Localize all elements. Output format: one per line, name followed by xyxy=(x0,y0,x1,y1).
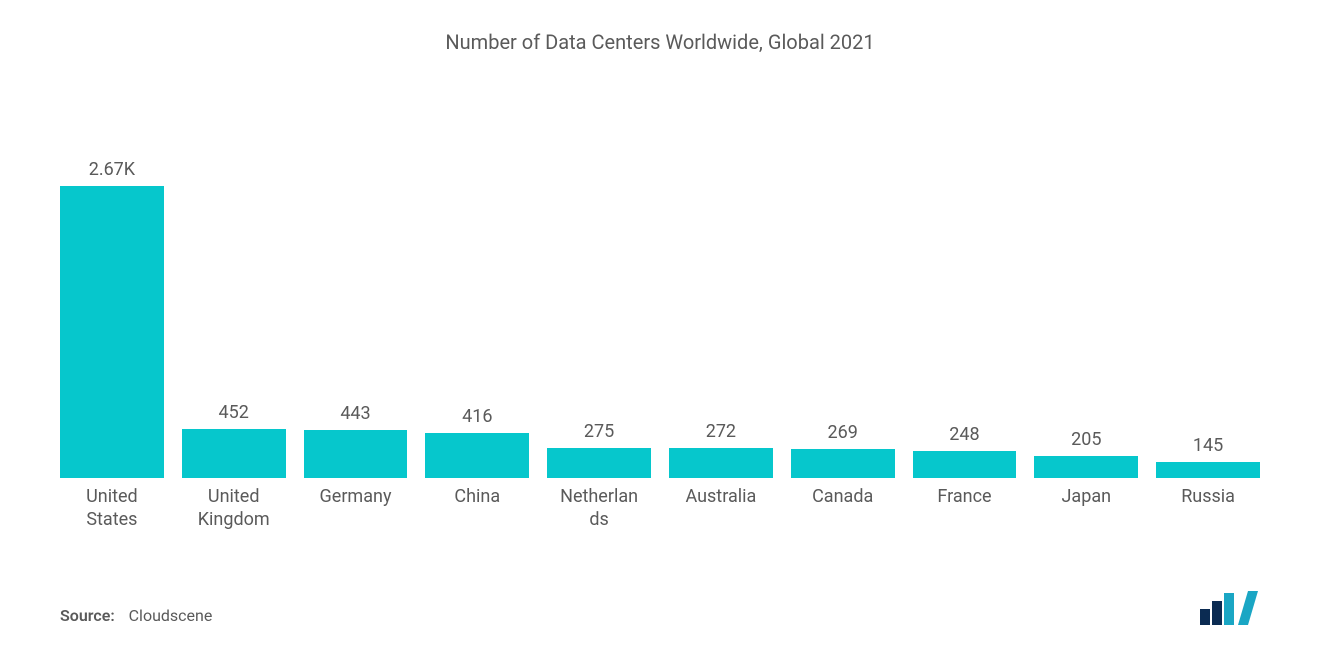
bar xyxy=(425,433,529,478)
bar xyxy=(547,448,651,478)
source-name: Cloudscene xyxy=(129,606,213,625)
bar-category-label: Netherlan ds xyxy=(547,486,651,531)
plot-area: 2.67K 452 443 416 275 272 269 248 205 145 xyxy=(60,104,1260,478)
bar-group: 145 xyxy=(1156,104,1260,478)
bar-group: 443 xyxy=(304,104,408,478)
bar xyxy=(791,449,895,478)
bar xyxy=(913,451,1017,478)
bar-group: 2.67K xyxy=(60,104,164,478)
bar-category-label: Australia xyxy=(669,486,773,531)
bar-group: 269 xyxy=(791,104,895,478)
bar-category-label: United Kingdom xyxy=(182,486,286,531)
bar-value-label: 145 xyxy=(1193,435,1223,456)
bar-value-label: 269 xyxy=(828,422,858,443)
bar-group: 275 xyxy=(547,104,651,478)
bar-category-label: Russia xyxy=(1156,486,1260,531)
bar-value-label: 443 xyxy=(340,403,370,424)
bar xyxy=(60,186,164,478)
chart-title: Number of Data Centers Worldwide, Global… xyxy=(60,30,1260,54)
bar xyxy=(182,429,286,478)
bar-category-label: Canada xyxy=(791,486,895,531)
category-labels-row: United States United Kingdom Germany China N… xyxy=(60,486,1260,531)
bar-value-label: 2.67K xyxy=(89,159,135,180)
bar-category-label: Japan xyxy=(1034,486,1138,531)
bar-value-label: 416 xyxy=(462,406,492,427)
bar xyxy=(1156,462,1260,478)
logo-icon xyxy=(1200,591,1260,625)
bar-group: 416 xyxy=(425,104,529,478)
brand-logo xyxy=(1200,591,1260,625)
bar-category-label: United States xyxy=(60,486,164,531)
bar-group: 452 xyxy=(182,104,286,478)
bar-value-label: 275 xyxy=(584,421,614,442)
bar xyxy=(1034,456,1138,478)
bar-category-label: France xyxy=(913,486,1017,531)
bar-value-label: 205 xyxy=(1071,429,1101,450)
source-attribution: Source: Cloudscene xyxy=(60,606,212,625)
bar-category-label: Germany xyxy=(304,486,408,531)
bar-group: 272 xyxy=(669,104,773,478)
bar-value-label: 272 xyxy=(706,421,736,442)
chart-footer: Source: Cloudscene xyxy=(60,591,1260,625)
bar-value-label: 452 xyxy=(219,402,249,423)
bar xyxy=(669,448,773,478)
source-label: Source: xyxy=(60,606,115,625)
chart-container: Number of Data Centers Worldwide, Global… xyxy=(0,0,1320,665)
bar xyxy=(304,430,408,478)
bar-category-label: China xyxy=(425,486,529,531)
bar-group: 248 xyxy=(913,104,1017,478)
bar-value-label: 248 xyxy=(949,424,979,445)
bar-group: 205 xyxy=(1034,104,1138,478)
